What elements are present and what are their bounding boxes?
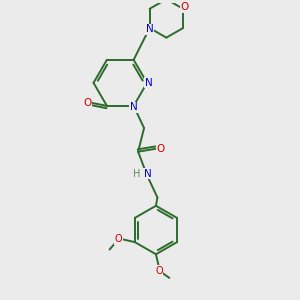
Text: O: O — [115, 234, 122, 244]
Text: N: N — [145, 78, 152, 88]
Text: O: O — [155, 266, 163, 275]
Text: O: O — [83, 98, 92, 108]
Text: O: O — [156, 144, 164, 154]
Text: N: N — [146, 25, 154, 34]
Text: N: N — [130, 102, 137, 112]
Text: H: H — [133, 169, 140, 179]
Text: N: N — [144, 169, 152, 179]
Text: O: O — [180, 2, 189, 12]
